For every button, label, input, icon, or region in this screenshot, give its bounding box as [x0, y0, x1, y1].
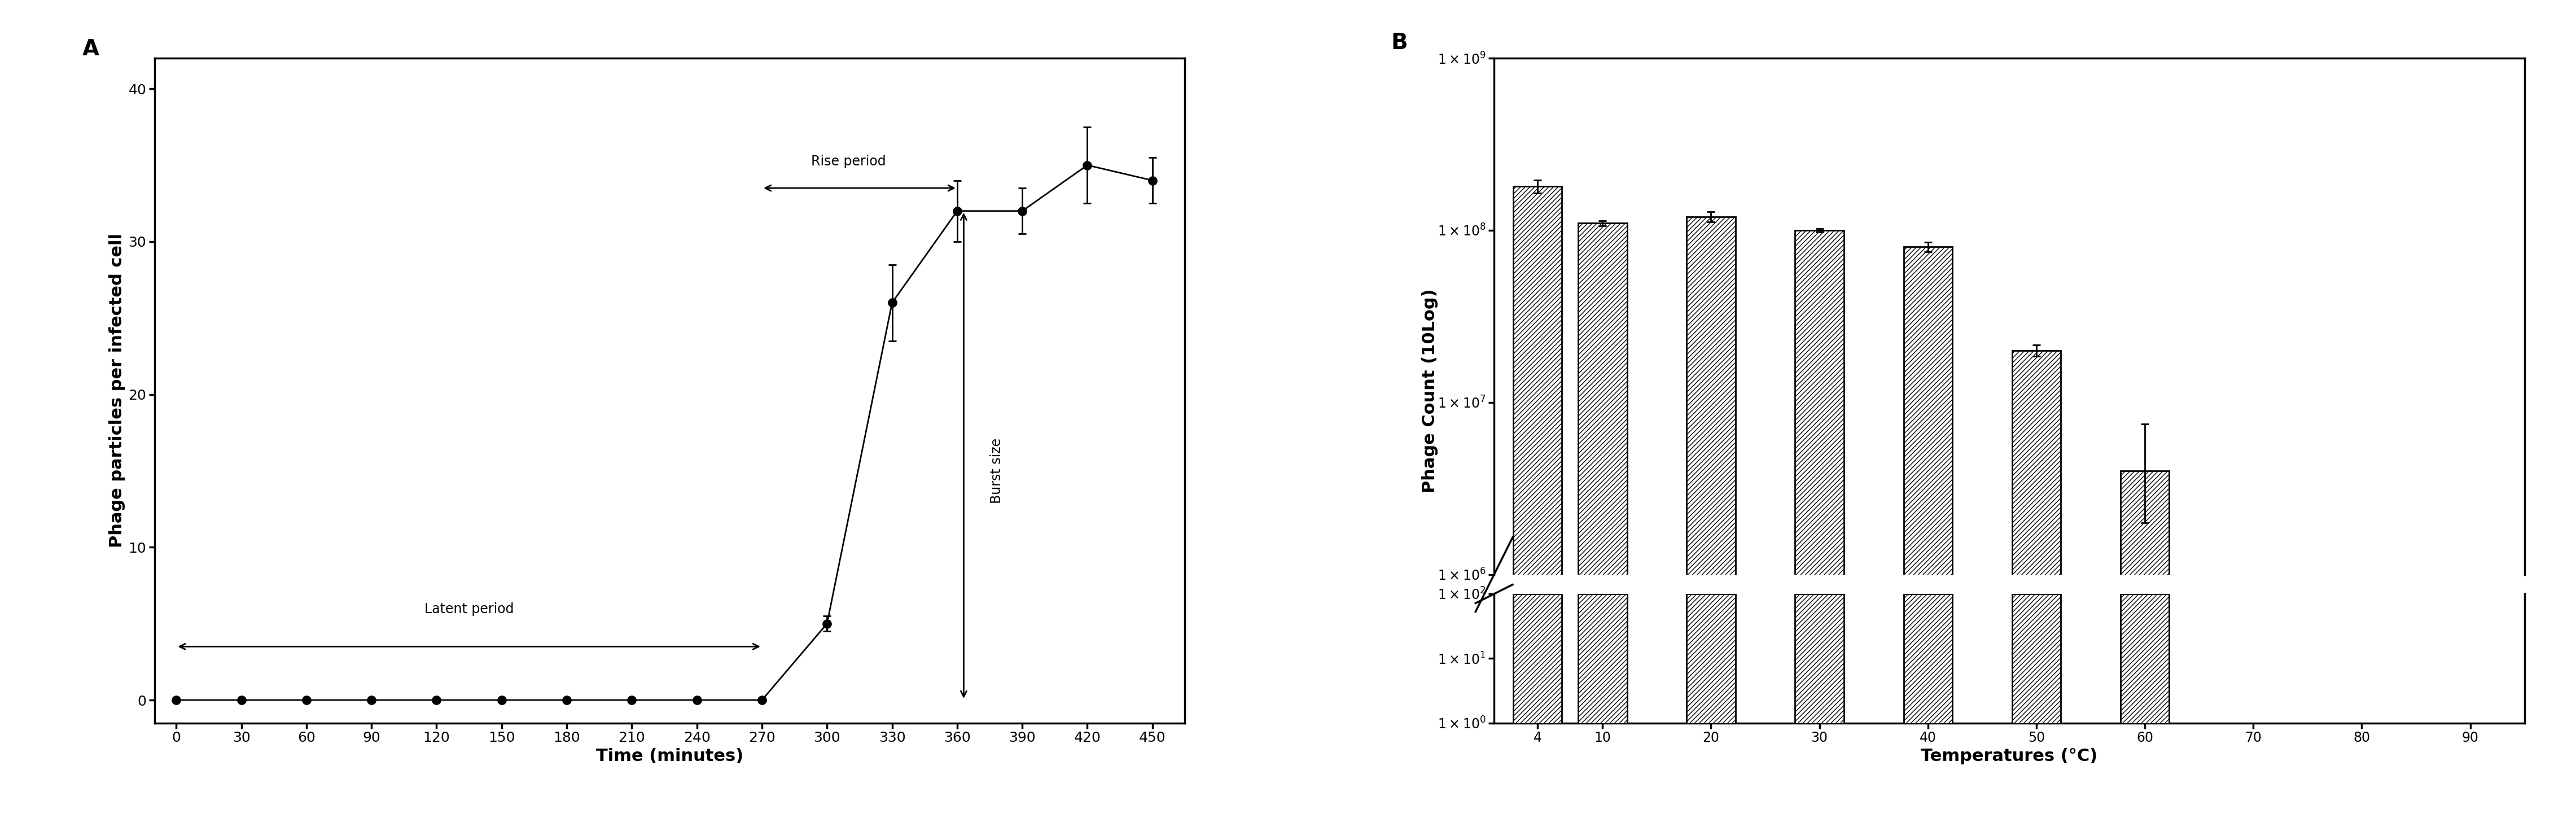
Bar [2120, 471, 2169, 831]
Bar [1904, 594, 1953, 831]
Bar [1795, 230, 1844, 831]
Text: Rise period: Rise period [811, 155, 886, 168]
Text: B: B [1391, 32, 1406, 54]
Bar [2012, 594, 2061, 831]
Y-axis label: Phage particles per infected cell: Phage particles per infected cell [108, 234, 126, 548]
Text: Phage Count (10Log): Phage Count (10Log) [1422, 288, 1437, 493]
X-axis label: Time (minutes): Time (minutes) [595, 748, 744, 765]
Bar [1795, 594, 1844, 831]
Bar [1579, 224, 1628, 831]
X-axis label: Temperatures (°C): Temperatures (°C) [1922, 748, 2097, 765]
Text: A: A [82, 38, 100, 60]
Bar [1687, 217, 1736, 831]
Bar [1904, 247, 1953, 831]
Bar [1512, 594, 1561, 831]
Bar [1687, 594, 1736, 831]
Bar [2012, 351, 2061, 831]
Text: Burst size: Burst size [989, 438, 1002, 504]
Bar [1512, 186, 1561, 831]
Bar [2120, 594, 2169, 831]
Text: Latent period: Latent period [425, 602, 513, 616]
Bar [1579, 594, 1628, 831]
